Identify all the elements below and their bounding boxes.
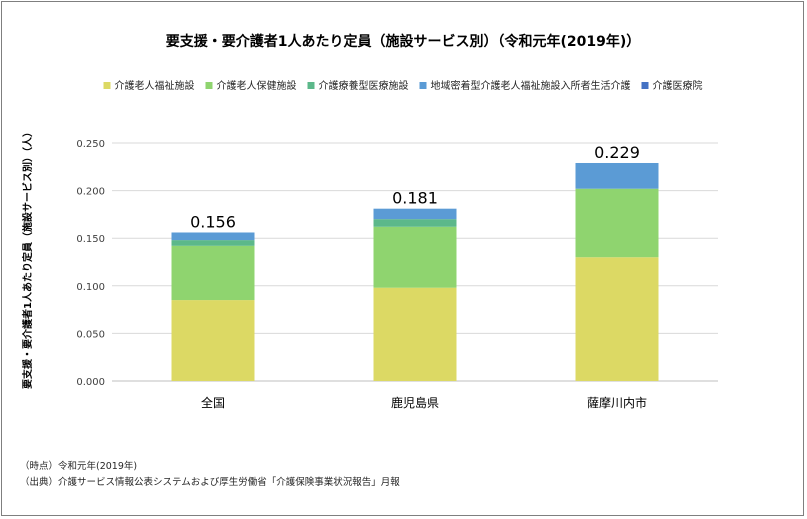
- footnotes: （時点）令和元年(2019年) （出典）介護サービス情報公表システムおよび厚生労…: [20, 459, 400, 491]
- legend-label: 介護老人保健施設: [217, 79, 297, 92]
- legend-swatch: [307, 82, 315, 89]
- y-axis-label: 要支援・要介護者1人あたり定員（施設サービス別）（人）: [21, 127, 34, 389]
- x-tick-label: 全国: [201, 395, 225, 410]
- total-label: 0.181: [392, 189, 438, 208]
- legend-label: 地域密着型介護老人福祉施設入所者生活介護: [431, 79, 631, 92]
- source-note: （出典）介護サービス情報公表システムおよび厚生労働省「介護保険事業状況報告」月報: [20, 477, 400, 488]
- total-labels: 0.156 0.181 0.229: [190, 143, 640, 231]
- x-tick-label: 薩摩川内市: [587, 395, 647, 410]
- bars: [171, 162, 659, 381]
- bar-segment: [575, 188, 659, 258]
- bar-segment: [575, 162, 659, 189]
- legend: 介護老人福祉施設 介護老人保健施設 介護療養型医療施設 地域密着型介護老人福祉施設入所…: [103, 79, 703, 92]
- total-label: 0.156: [190, 212, 236, 231]
- y-tick-label: 0.250: [76, 139, 105, 150]
- y-tick-label: 0.150: [76, 234, 105, 245]
- x-tick-label: 鹿児島県: [391, 395, 439, 410]
- total-label: 0.229: [594, 143, 640, 162]
- bar-segment: [575, 257, 659, 381]
- chart-title: 要支援・要介護者1人あたり定員（施設サービス別）（令和元年(2019年)）: [166, 33, 641, 50]
- y-tick-labels: 0.000 0.050 0.100 0.150 0.200 0.250: [76, 139, 105, 388]
- y-tick-label: 0.200: [76, 187, 105, 198]
- bar-segment: [373, 208, 457, 220]
- bar-segment: [171, 232, 255, 241]
- y-tick-label: 0.050: [76, 329, 105, 340]
- legend-swatch: [205, 82, 213, 89]
- time-note: （時点）令和元年(2019年): [20, 461, 138, 472]
- legend-label: 介護医療院: [653, 79, 703, 92]
- legend-swatch: [641, 82, 649, 89]
- x-tick-labels: 全国 鹿児島県 薩摩川内市: [201, 395, 647, 410]
- bar-segment: [171, 300, 255, 381]
- y-tick-label: 0.100: [76, 282, 105, 293]
- legend-label: 介護老人福祉施設: [115, 79, 195, 92]
- legend-swatch: [419, 82, 427, 89]
- legend-label: 介護療養型医療施設: [319, 79, 409, 92]
- bar-segment: [171, 245, 255, 301]
- bar-segment: [373, 287, 457, 381]
- y-tick-label: 0.000: [76, 377, 105, 388]
- bar-segment: [171, 240, 255, 246]
- legend-swatch: [103, 82, 111, 89]
- bar-segment: [373, 219, 457, 227]
- bar-segment: [373, 226, 457, 288]
